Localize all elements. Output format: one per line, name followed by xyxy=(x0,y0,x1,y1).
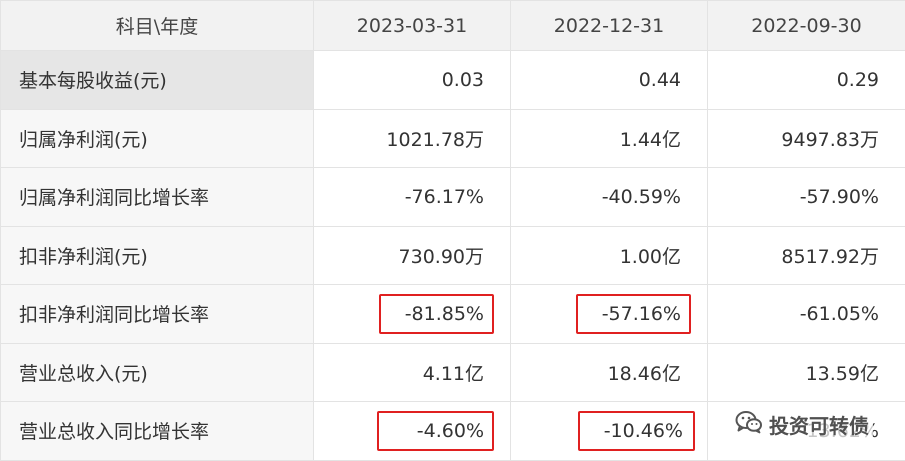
cell-value: -40.59% xyxy=(510,167,708,227)
table-row: 归属净利润(元) 1021.78万 1.44亿 9497.83万 xyxy=(0,108,905,168)
watermark: 投资可转债 xyxy=(731,409,873,439)
cell-value-highlighted: -57.16% xyxy=(510,284,708,344)
highlight-box: -10.46% xyxy=(577,410,695,451)
table-row: 归属净利润同比增长率 -76.17% -40.59% -57.90% xyxy=(0,167,905,227)
row-label: 营业总收入(元) xyxy=(0,342,314,402)
cell-value: -57.90% xyxy=(707,167,905,227)
cell-value: 13.59亿 xyxy=(707,342,905,402)
header-period[interactable]: 2022-12-31 xyxy=(510,0,708,51)
cell-value: 730.90万 xyxy=(313,225,511,285)
cell-value: 0.44 xyxy=(510,50,708,110)
cell-value: -76.17% xyxy=(313,167,511,227)
header-row: 科目\年度 2023-03-31 2022-12-31 2022-09-30 xyxy=(0,0,905,51)
cell-value-highlighted: -10.46% xyxy=(510,401,708,461)
cell-value: 1021.78万 xyxy=(313,108,511,168)
header-period[interactable]: 2022-09-30 xyxy=(707,0,905,51)
cell-value: 0.03 xyxy=(313,50,511,110)
cell-value: -61.05% xyxy=(707,284,905,344)
highlight-box: -4.60% xyxy=(376,410,494,451)
table-row: 营业总收入(元) 4.11亿 18.46亿 13.59亿 xyxy=(0,342,905,402)
cell-value: 1.00亿 xyxy=(510,225,708,285)
table-row: 扣非净利润(元) 730.90万 1.00亿 8517.92万 xyxy=(0,225,905,285)
watermark-text: 投资可转债 xyxy=(769,413,869,438)
highlight-box: -57.16% xyxy=(575,293,691,334)
row-label: 归属净利润(元) xyxy=(0,108,314,168)
row-label: 基本每股收益(元) xyxy=(0,50,314,110)
cell-value: 9497.83万 xyxy=(707,108,905,168)
cell-value-highlighted: -4.60% xyxy=(313,401,511,461)
cell-value: 0.29 xyxy=(707,50,905,110)
table-row: 基本每股收益(元) 0.03 0.44 0.29 xyxy=(0,50,905,110)
cell-value: 1.44亿 xyxy=(510,108,708,168)
cell-value: 8517.92万 xyxy=(707,225,905,285)
header-period[interactable]: 2023-03-31 xyxy=(313,0,511,51)
highlight-box: -81.85% xyxy=(378,293,494,334)
cell-value-highlighted: -81.85% xyxy=(313,284,511,344)
cell-value: 4.11亿 xyxy=(313,342,511,402)
row-label: 营业总收入同比增长率 xyxy=(0,401,314,461)
table-row: 扣非净利润同比增长率 -81.85% -57.16% -61.05% xyxy=(0,284,905,344)
row-label: 扣非净利润同比增长率 xyxy=(0,284,314,344)
header-subject-year: 科目\年度 xyxy=(0,0,314,51)
row-label: 扣非净利润(元) xyxy=(0,225,314,285)
cell-value: 18.46亿 xyxy=(510,342,708,402)
row-label: 归属净利润同比增长率 xyxy=(0,167,314,227)
wechat-icon xyxy=(735,410,769,439)
